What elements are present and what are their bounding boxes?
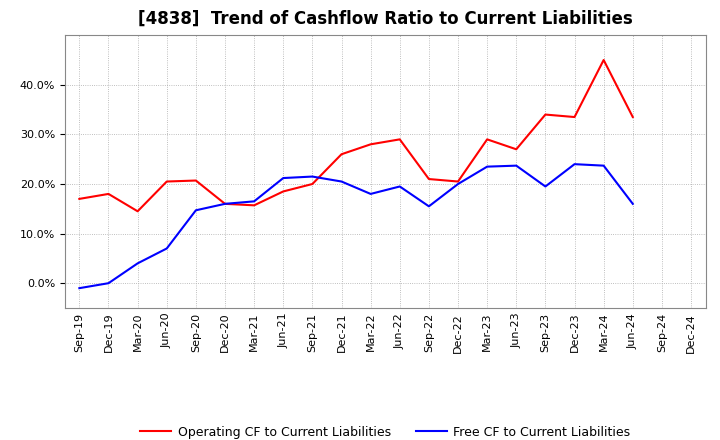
Free CF to Current Liabilities [512,163,521,168]
Operating CF to Current Liabilities [133,209,142,214]
Free CF to Current Liabilities [104,281,113,286]
Free CF to Current Liabilities [133,261,142,266]
Free CF to Current Liabilities [337,179,346,184]
Operating CF to Current Liabilities [220,201,229,206]
Free CF to Current Liabilities [425,204,433,209]
Line: Operating CF to Current Liabilities: Operating CF to Current Liabilities [79,60,633,211]
Operating CF to Current Liabilities [395,137,404,142]
Operating CF to Current Liabilities [163,179,171,184]
Title: [4838]  Trend of Cashflow Ratio to Current Liabilities: [4838] Trend of Cashflow Ratio to Curren… [138,10,633,28]
Operating CF to Current Liabilities [192,178,200,183]
Free CF to Current Liabilities [75,286,84,291]
Free CF to Current Liabilities [220,201,229,206]
Free CF to Current Liabilities [395,184,404,189]
Free CF to Current Liabilities [250,199,258,204]
Operating CF to Current Liabilities [512,147,521,152]
Operating CF to Current Liabilities [250,203,258,208]
Line: Free CF to Current Liabilities: Free CF to Current Liabilities [79,164,633,288]
Operating CF to Current Liabilities [425,176,433,182]
Operating CF to Current Liabilities [483,137,492,142]
Operating CF to Current Liabilities [599,57,608,62]
Free CF to Current Liabilities [192,208,200,213]
Free CF to Current Liabilities [279,176,287,181]
Free CF to Current Liabilities [163,246,171,251]
Operating CF to Current Liabilities [454,179,462,184]
Free CF to Current Liabilities [308,174,317,179]
Free CF to Current Liabilities [483,164,492,169]
Free CF to Current Liabilities [541,184,550,189]
Operating CF to Current Liabilities [629,114,637,120]
Free CF to Current Liabilities [366,191,375,197]
Operating CF to Current Liabilities [104,191,113,197]
Legend: Operating CF to Current Liabilities, Free CF to Current Liabilities: Operating CF to Current Liabilities, Fre… [135,421,635,440]
Operating CF to Current Liabilities [366,142,375,147]
Free CF to Current Liabilities [570,161,579,167]
Operating CF to Current Liabilities [308,181,317,187]
Operating CF to Current Liabilities [541,112,550,117]
Operating CF to Current Liabilities [337,152,346,157]
Free CF to Current Liabilities [629,201,637,206]
Free CF to Current Liabilities [599,163,608,168]
Operating CF to Current Liabilities [279,189,287,194]
Free CF to Current Liabilities [454,181,462,187]
Operating CF to Current Liabilities [75,196,84,202]
Operating CF to Current Liabilities [570,114,579,120]
